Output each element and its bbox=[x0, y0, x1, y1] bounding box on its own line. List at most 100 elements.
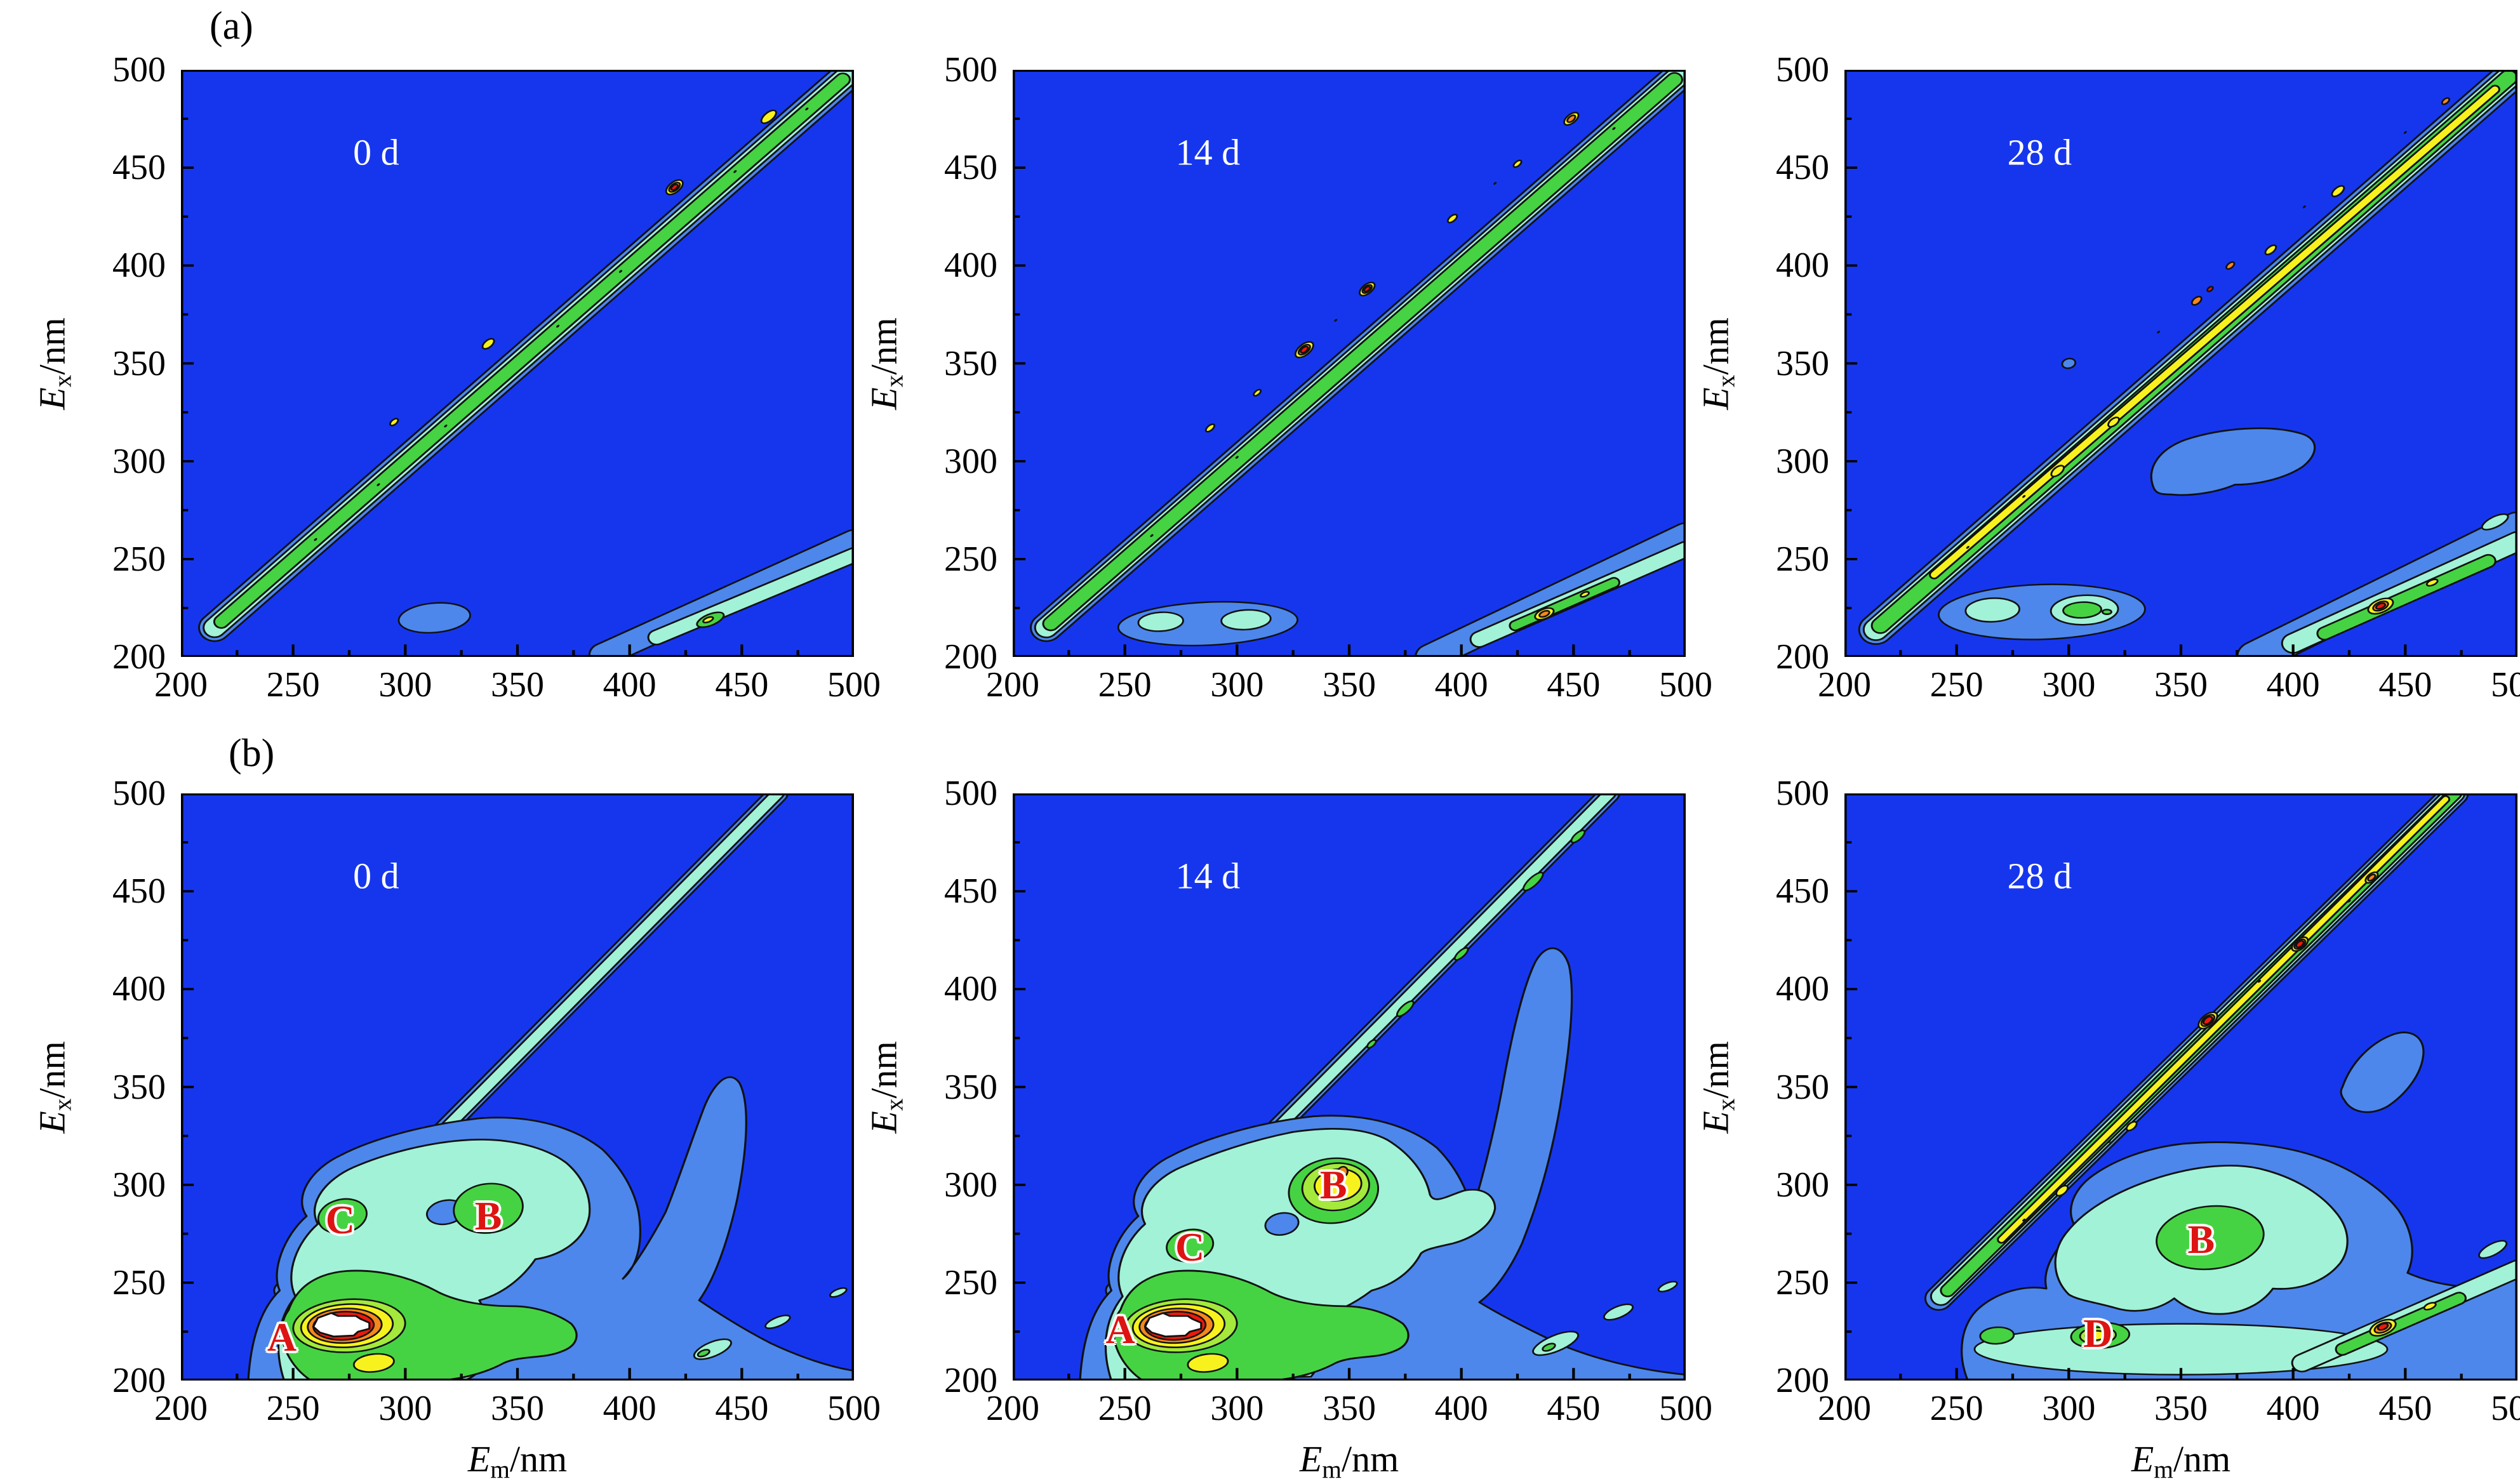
day-label: 14 d bbox=[1175, 855, 1241, 896]
y-tick-label: 200 bbox=[1776, 1361, 1829, 1400]
x-tick-label: 400 bbox=[1434, 665, 1488, 705]
contour-plot bbox=[181, 70, 854, 657]
x-tick-label: 300 bbox=[378, 665, 432, 705]
y-tick-label: 250 bbox=[1776, 539, 1829, 579]
x-tick-label: 500 bbox=[2491, 1389, 2520, 1428]
x-tick-label: 450 bbox=[1547, 1389, 1601, 1428]
x-axis-title: Em/nm bbox=[467, 1438, 568, 1483]
y-tick-label: 350 bbox=[112, 1067, 166, 1107]
peak-label-A: A bbox=[267, 1315, 297, 1360]
x-tick-label: 350 bbox=[1323, 1389, 1376, 1428]
x-tick-label: 200 bbox=[1818, 665, 1871, 705]
y-tick-label: 400 bbox=[112, 969, 166, 1009]
x-tick-label: 250 bbox=[266, 665, 320, 705]
y-tick-label: 450 bbox=[1776, 148, 1829, 188]
y-tick-label: 450 bbox=[944, 148, 997, 188]
panel-a-14d: 14 d Ex/nm 200 250 300 350 400 450 500 200 250 30… bbox=[863, 52, 1712, 703]
y-axis-title: Ex/nm bbox=[1695, 1040, 1740, 1134]
x-tick-label: 500 bbox=[1659, 1389, 1712, 1428]
y-tick-label: 500 bbox=[944, 774, 997, 813]
y-tick-label: 350 bbox=[944, 1067, 997, 1107]
contour-plot bbox=[1844, 70, 2517, 657]
x-tick-label: 350 bbox=[2154, 665, 2208, 705]
peak-label-B: B bbox=[2187, 1217, 2215, 1262]
y-tick-label: 400 bbox=[944, 246, 997, 286]
x-tick-label: 350 bbox=[491, 665, 544, 705]
x-tick-label: 300 bbox=[378, 1389, 432, 1428]
peak-label-C: C bbox=[325, 1197, 355, 1243]
contour-plot bbox=[1013, 70, 1686, 657]
y-tick-label: 450 bbox=[112, 871, 166, 911]
peak-label-D: D bbox=[2083, 1311, 2113, 1356]
y-tick-label: 450 bbox=[1776, 871, 1829, 911]
y-tick-label: 300 bbox=[112, 1165, 166, 1205]
x-tick-label: 450 bbox=[1547, 665, 1601, 705]
y-axis-title: Ex/nm bbox=[31, 1040, 77, 1134]
x-tick-label: 400 bbox=[2266, 665, 2320, 705]
y-tick-label: 200 bbox=[112, 637, 166, 677]
x-tick-label: 400 bbox=[603, 665, 657, 705]
y-axis-title: Ex/nm bbox=[1695, 317, 1740, 410]
x-tick-label: 400 bbox=[603, 1389, 657, 1428]
y-tick-label: 500 bbox=[944, 50, 997, 89]
contour-plot bbox=[1013, 793, 1686, 1381]
x-tick-label: 350 bbox=[1323, 665, 1376, 705]
y-tick-label: 350 bbox=[944, 343, 997, 383]
contour-plot bbox=[1844, 793, 2517, 1381]
y-tick-label: 200 bbox=[112, 1361, 166, 1400]
x-tick-label: 450 bbox=[715, 665, 769, 705]
y-tick-label: 300 bbox=[1776, 1165, 1829, 1205]
y-tick-label: 250 bbox=[944, 539, 997, 579]
day-label: 0 d bbox=[353, 131, 399, 173]
x-tick-label: 200 bbox=[986, 665, 1039, 705]
y-tick-label: 450 bbox=[112, 148, 166, 188]
day-label: 28 d bbox=[2007, 855, 2072, 896]
peak-label-B: B bbox=[474, 1193, 502, 1238]
y-tick-label: 200 bbox=[944, 1361, 997, 1400]
y-tick-label: 500 bbox=[1776, 50, 1829, 89]
x-tick-label: 300 bbox=[2042, 665, 2096, 705]
row-label-a: (a) bbox=[210, 4, 253, 48]
x-tick-label: 250 bbox=[266, 1389, 320, 1428]
y-tick-label: 400 bbox=[1776, 969, 1829, 1009]
x-tick-label: 250 bbox=[1098, 665, 1152, 705]
x-tick-label: 500 bbox=[1659, 665, 1712, 705]
y-tick-label: 200 bbox=[944, 637, 997, 677]
x-tick-label: 300 bbox=[2042, 1389, 2096, 1428]
x-tick-label: 300 bbox=[1210, 665, 1264, 705]
y-tick-label: 350 bbox=[1776, 1067, 1829, 1107]
x-tick-label: 350 bbox=[491, 1389, 544, 1428]
y-tick-label: 500 bbox=[1776, 774, 1829, 813]
y-tick-label: 400 bbox=[1776, 246, 1829, 286]
x-tick-label: 400 bbox=[2266, 1389, 2320, 1428]
peak-label-B: B bbox=[1319, 1162, 1347, 1207]
x-tick-label: 200 bbox=[986, 1389, 1039, 1428]
y-tick-label: 250 bbox=[112, 1262, 166, 1302]
x-tick-label: 200 bbox=[154, 665, 208, 705]
day-label: 14 d bbox=[1175, 131, 1241, 173]
y-tick-label: 200 bbox=[1776, 637, 1829, 677]
peak-label-A: A bbox=[1105, 1306, 1135, 1352]
x-tick-label: 500 bbox=[2491, 665, 2520, 705]
x-axis-title: Em/nm bbox=[2131, 1438, 2231, 1483]
panel-b-14d: 14 d Ex/nm Em/nm 200 250 300 350 400 450 500 20… bbox=[863, 776, 1712, 1483]
y-tick-label: 300 bbox=[1776, 441, 1829, 481]
y-axis-title: Ex/nm bbox=[863, 1040, 909, 1134]
y-axis-title: Ex/nm bbox=[863, 317, 909, 410]
x-tick-label: 450 bbox=[715, 1389, 769, 1428]
panel-a-28d: 28 d Ex/nm 200 250 300 350 400 450 500 200 250 30… bbox=[1695, 52, 2520, 703]
x-tick-label: 500 bbox=[827, 1389, 881, 1428]
y-tick-label: 300 bbox=[944, 1165, 997, 1205]
x-tick-label: 200 bbox=[154, 1389, 208, 1428]
x-tick-label: 200 bbox=[1818, 1389, 1871, 1428]
y-tick-label: 250 bbox=[1776, 1262, 1829, 1302]
x-tick-label: 250 bbox=[1930, 1389, 1983, 1428]
x-tick-label: 250 bbox=[1098, 1389, 1152, 1428]
x-tick-label: 450 bbox=[2378, 1389, 2432, 1428]
x-tick-label: 400 bbox=[1434, 1389, 1488, 1428]
x-tick-label: 350 bbox=[2154, 1389, 2208, 1428]
x-tick-label: 450 bbox=[2378, 665, 2432, 705]
peak-label-C: C bbox=[1175, 1224, 1205, 1270]
y-tick-label: 250 bbox=[944, 1262, 997, 1302]
